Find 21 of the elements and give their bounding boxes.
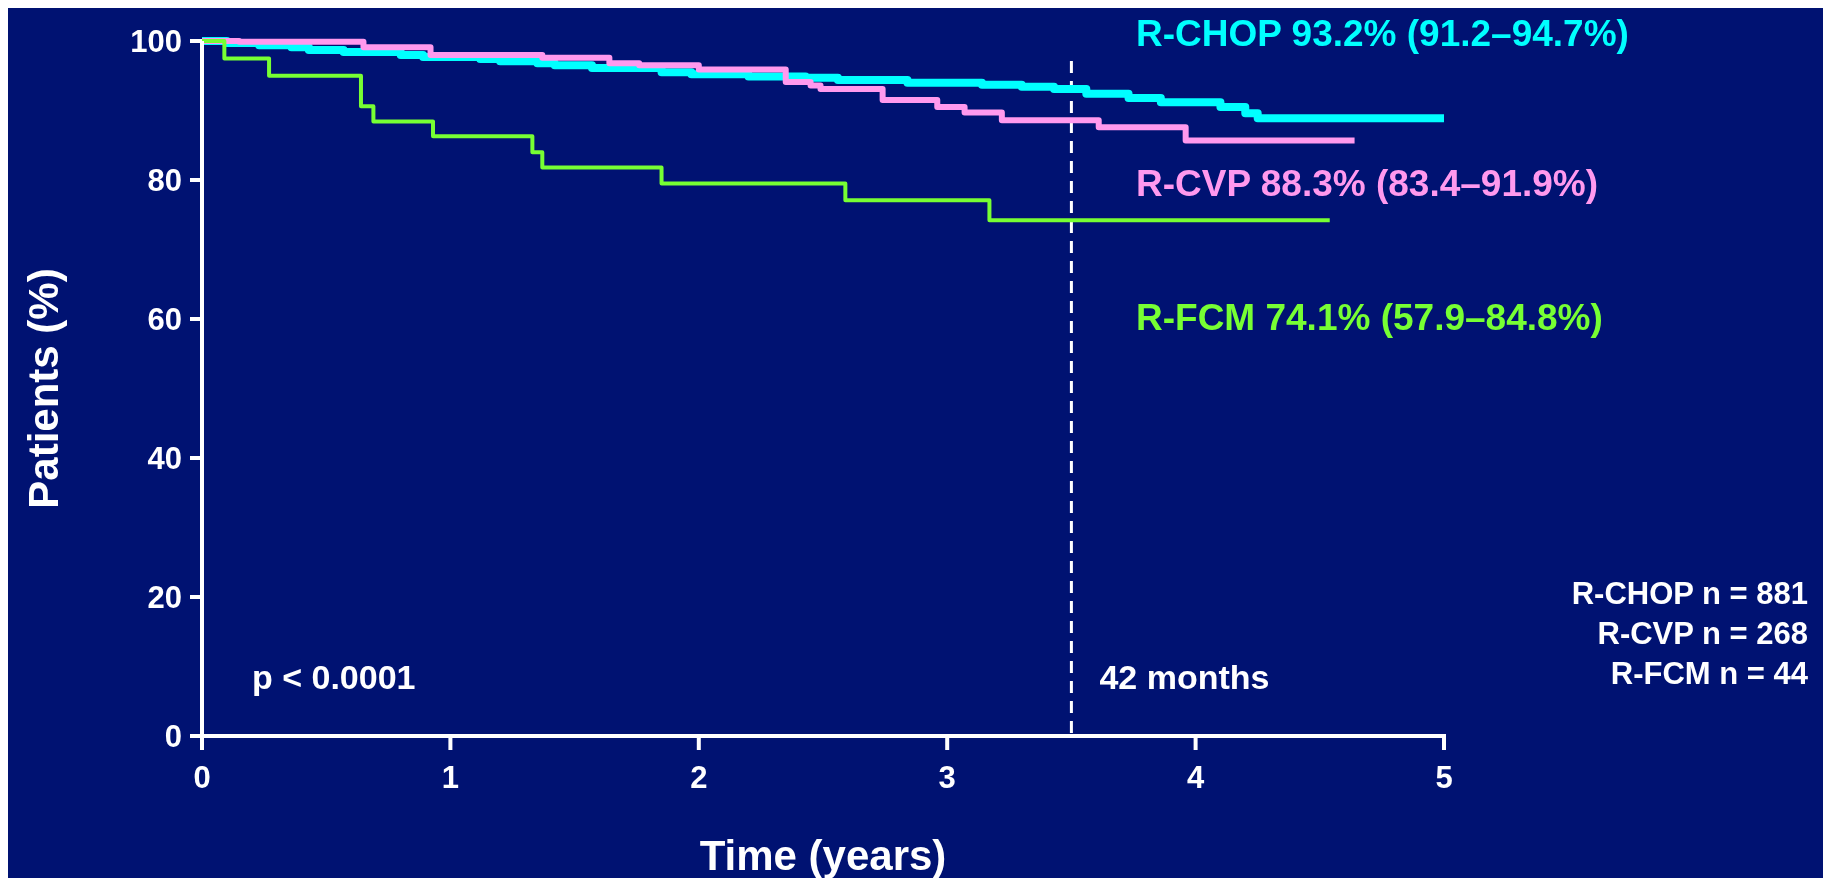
- annotation: p < 0.0001: [252, 658, 416, 696]
- x-tick-label: 0: [193, 760, 211, 795]
- text: R-FCM n = 44: [1610, 656, 1809, 691]
- series-label: R-CHOP 93.2% (91.2–94.7%): [1136, 13, 1629, 54]
- x-tick-label: 4: [1186, 760, 1205, 795]
- y-tick-label: 40: [147, 440, 182, 476]
- text: R-CHOP n = 881: [1571, 576, 1808, 611]
- y-tick-label: 100: [130, 23, 182, 59]
- y-axis-title: Patients (%): [20, 268, 67, 509]
- ref-line-label: 42 months: [1099, 658, 1270, 696]
- y-tick-label: 0: [164, 718, 182, 754]
- x-tick-label: 2: [690, 760, 708, 795]
- x-tick-label: 3: [938, 760, 956, 795]
- text: R-FCM 74.1% (57.9–84.8%): [1136, 297, 1603, 338]
- y-tick-label: 60: [147, 301, 182, 337]
- x-tick-label: 1: [441, 760, 460, 795]
- x-tick-label: 5: [1435, 760, 1453, 795]
- text: R-CVP n = 268: [1597, 616, 1808, 651]
- y-tick-label: 80: [147, 162, 182, 198]
- y-tick-label: 20: [147, 579, 182, 615]
- series-label: R-CVP 88.3% (83.4–91.9%): [1136, 163, 1599, 204]
